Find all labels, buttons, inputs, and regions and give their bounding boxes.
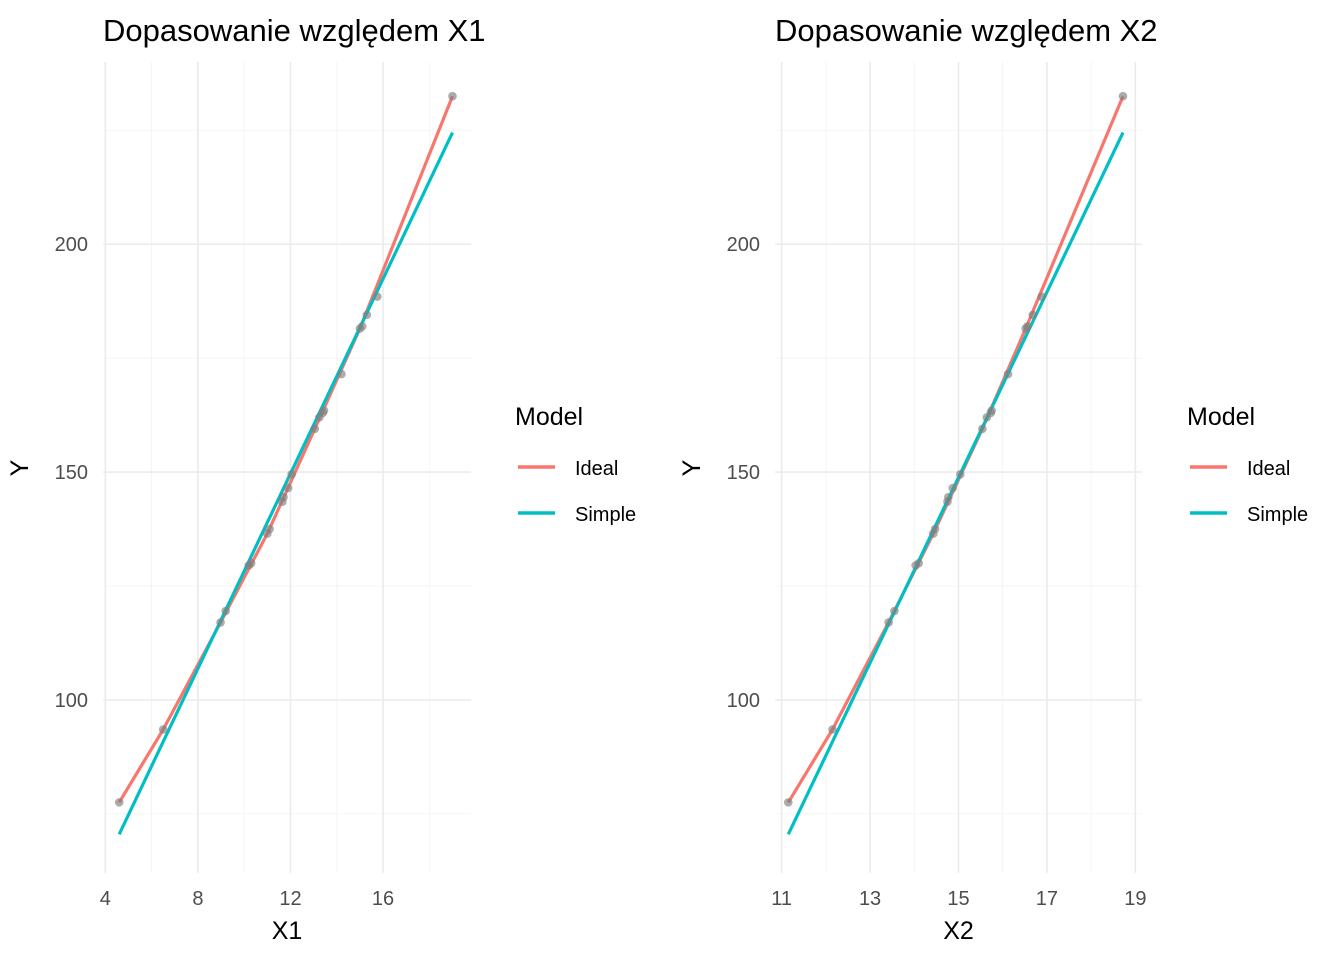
chart-panel-1: 4 8 12 16 100 150 200 Dopasowanie względem X1 X1…	[6, 13, 636, 945]
data-point	[246, 558, 256, 568]
legend-label-ideal: Ideal	[575, 458, 618, 480]
legend-label-simple: Simple	[1247, 504, 1308, 526]
data-point	[372, 292, 382, 301]
series-line-simple	[786, 131, 1125, 835]
data-point	[948, 483, 958, 493]
y-tick-label: 150	[727, 462, 760, 484]
data-point	[357, 321, 367, 331]
y-tick-label: 150	[55, 462, 88, 484]
data-point	[221, 606, 230, 616]
x-axis-label: X1	[272, 917, 303, 945]
data-point	[890, 606, 899, 616]
x-tick-label: 16	[372, 888, 394, 910]
series-line-ideal	[117, 95, 454, 804]
x-tick-label: 19	[1124, 888, 1146, 910]
x-tick-label: 15	[947, 888, 969, 910]
data-point	[283, 483, 293, 493]
data-point	[1028, 310, 1038, 320]
x-tick-label: 17	[1036, 888, 1058, 910]
y-tick-label: 200	[55, 234, 88, 256]
chart-title: Dopasowanie względem X1	[103, 13, 486, 48]
data-point	[319, 406, 329, 415]
y-tick-label: 100	[727, 690, 760, 712]
data-point	[783, 798, 793, 807]
series-line-simple	[117, 131, 454, 835]
y-tick-label: 200	[727, 234, 760, 256]
data-point	[216, 618, 225, 627]
data-point	[448, 91, 457, 101]
chart-title: Dopasowanie względem X2	[775, 13, 1158, 48]
data-point	[1118, 91, 1128, 101]
data-point	[114, 798, 124, 807]
legend-title: Model	[1187, 403, 1255, 431]
data-point	[1023, 321, 1032, 331]
y-tick-label: 100	[55, 690, 88, 712]
y-axis-label: Y	[6, 459, 34, 476]
data-point	[884, 618, 893, 627]
x-axis-label: X2	[943, 917, 974, 945]
data-point	[279, 492, 288, 502]
data-point	[828, 725, 837, 734]
data-point	[337, 369, 346, 379]
data-point	[265, 524, 274, 534]
data-point	[1003, 369, 1013, 379]
data-point	[944, 492, 953, 502]
data-point	[158, 725, 168, 734]
data-point	[362, 310, 372, 320]
legend-title: Model	[515, 403, 583, 431]
chart-panel-2: 11 13 15 17 19 100 150 200 Dopasowanie względem …	[678, 13, 1308, 945]
data-point	[914, 558, 924, 568]
legend-label-simple: Simple	[575, 504, 636, 526]
data-point	[287, 470, 296, 479]
x-tick-label: 11	[771, 888, 792, 910]
x-tick-label: 4	[100, 888, 111, 910]
x-tick-label: 8	[192, 888, 203, 910]
data-point	[987, 406, 996, 415]
data-point	[978, 424, 987, 434]
data-point	[1037, 292, 1046, 301]
series-line-ideal	[786, 95, 1125, 804]
x-tick-label: 12	[279, 888, 301, 910]
legend: Model Ideal Simple	[1187, 403, 1308, 526]
data-point	[310, 424, 320, 434]
data-point	[930, 524, 940, 534]
x-tick-label: 13	[859, 888, 881, 910]
y-axis-label: Y	[678, 459, 706, 476]
data-point	[955, 470, 965, 479]
legend-label-ideal: Ideal	[1247, 458, 1290, 480]
legend: Model Ideal Simple	[515, 403, 636, 526]
